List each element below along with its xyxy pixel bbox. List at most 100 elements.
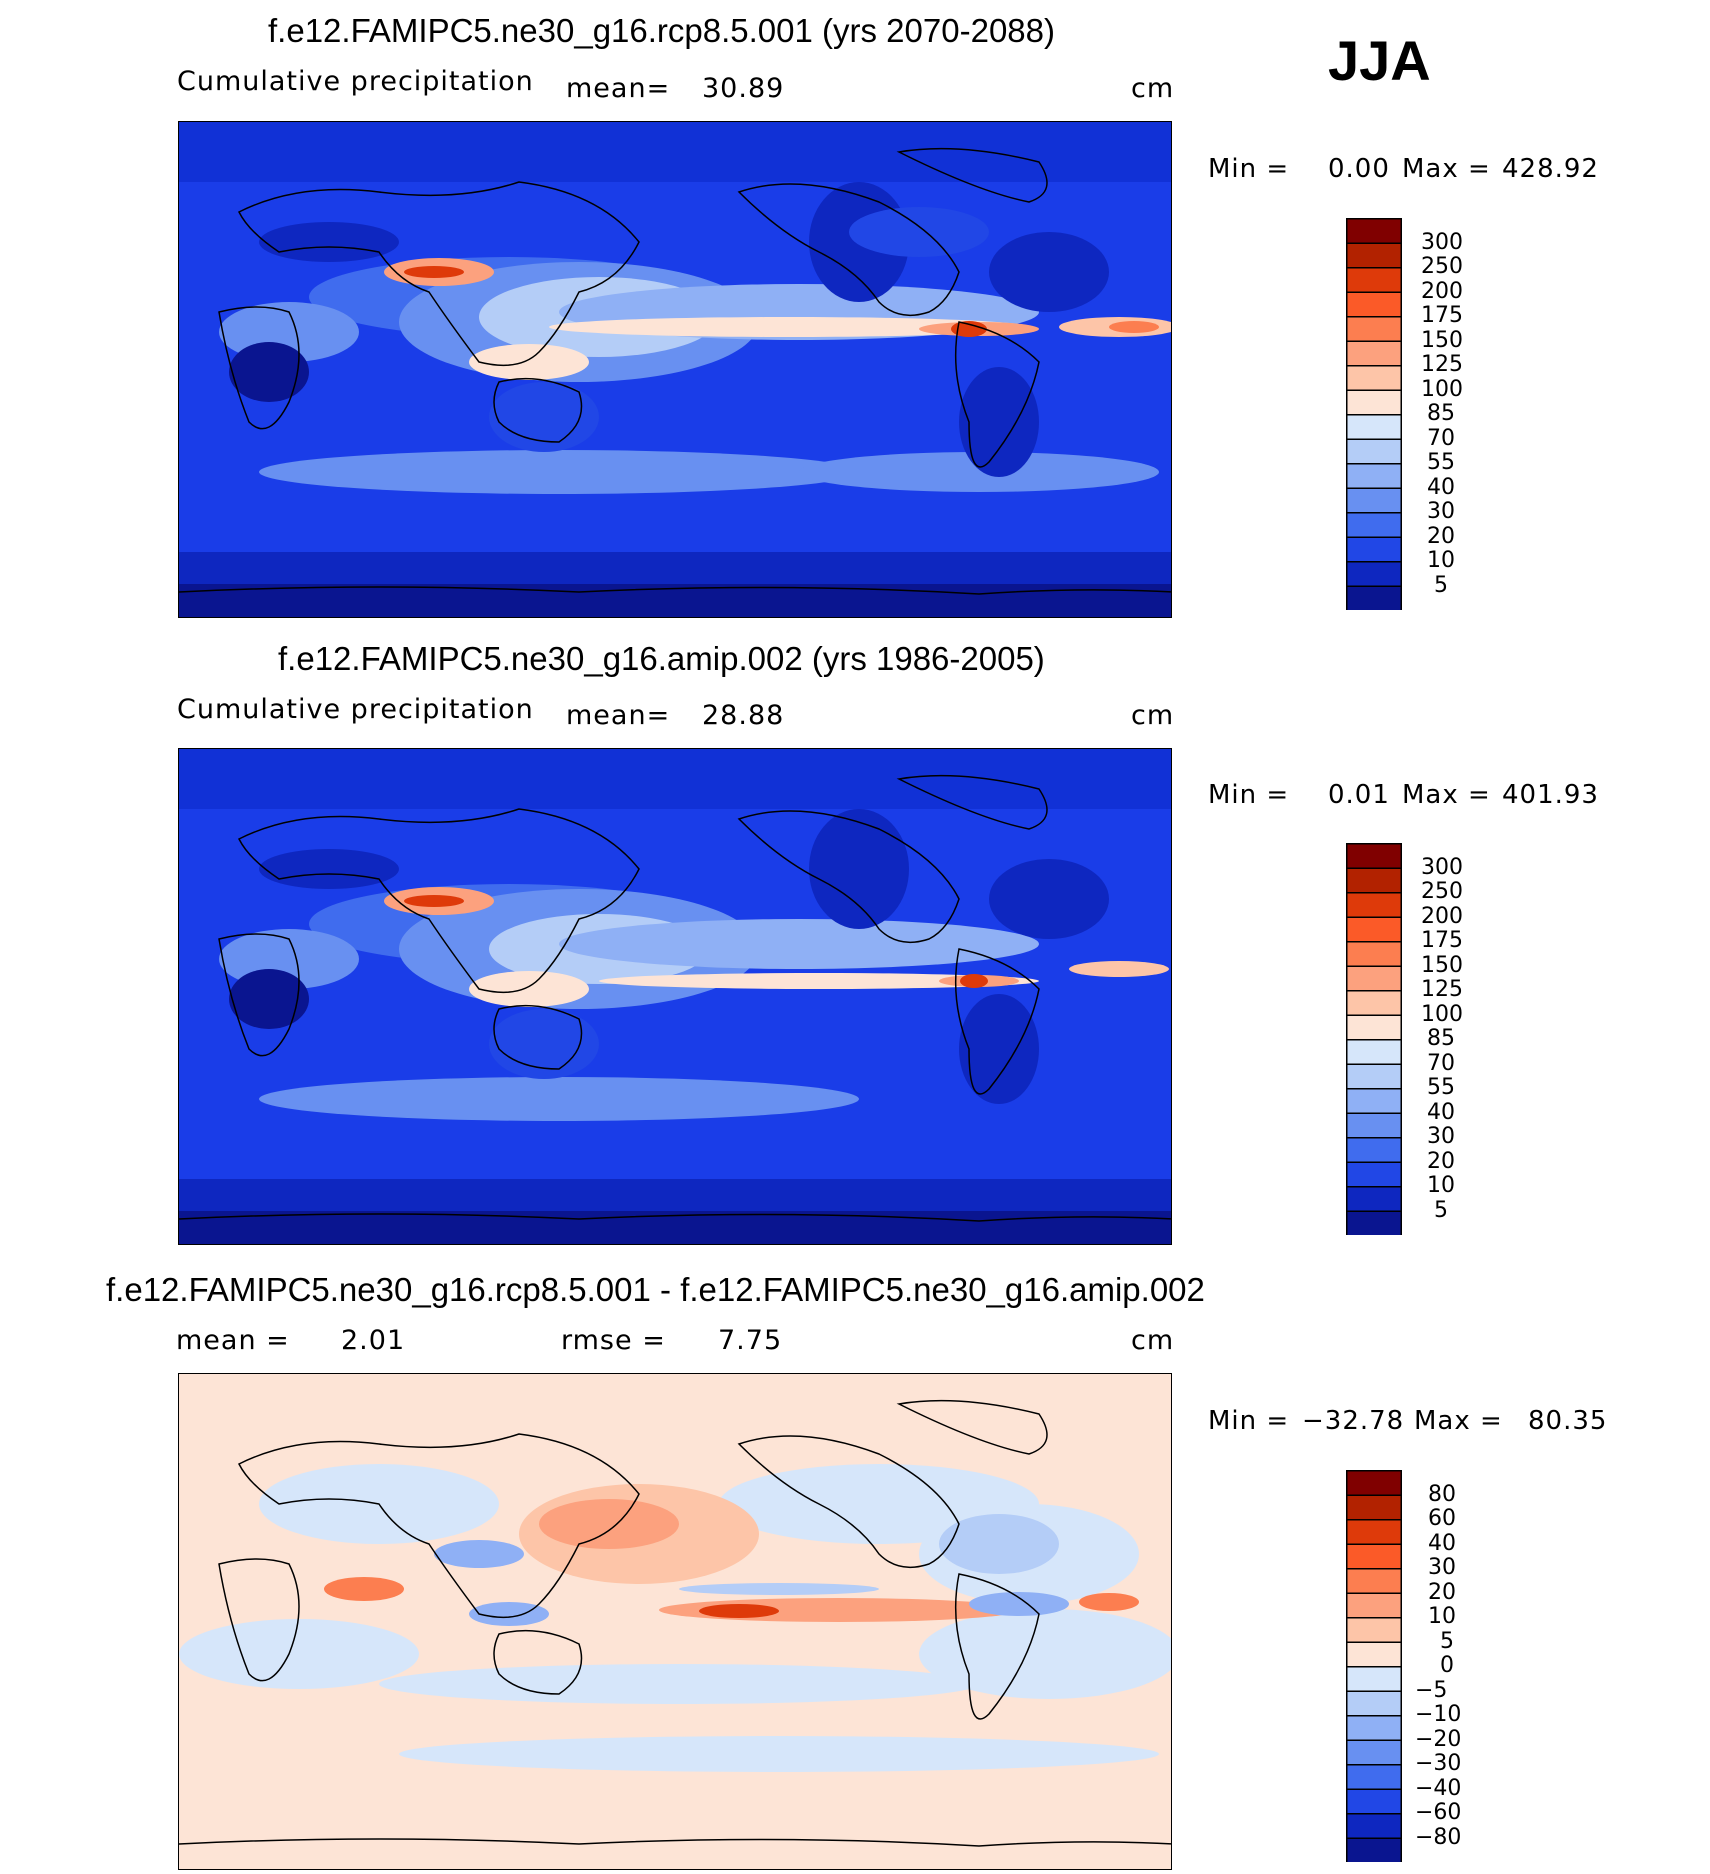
colorbar-swatch	[1346, 1715, 1402, 1741]
colorbar-tick-label: −60	[1415, 1800, 1462, 1825]
colorbar-tick-label: 250	[1421, 254, 1463, 279]
colorbar-swatch	[1346, 487, 1402, 514]
colorbar-swatch	[1346, 1641, 1402, 1668]
colorbar-swatch	[1346, 867, 1402, 894]
colorbar-tick-label: 175	[1421, 928, 1463, 953]
colorbar-tick-label: 30	[1428, 1555, 1456, 1580]
panel-1-colorbar	[1346, 218, 1402, 610]
colorbar-tick-label: −5	[1415, 1677, 1448, 1703]
panel-2-variable: Cumulative precipitation	[177, 694, 534, 725]
panel-1-title: f.e12.FAMIPC5.ne30_g16.rcp8.5.001 (yrs 2…	[268, 12, 1055, 49]
colorbar-swatch	[1346, 512, 1402, 538]
colorbar-swatch	[1346, 1813, 1402, 1839]
colorbar-swatch	[1346, 941, 1402, 967]
colorbar-swatch	[1346, 267, 1402, 293]
colorbar-tick-label: 10	[1428, 1604, 1456, 1629]
colorbar-swatch	[1346, 1186, 1402, 1212]
colorbar-tick-label: 40	[1428, 1530, 1456, 1556]
colorbar-swatches	[1346, 218, 1402, 610]
panel-3-title: f.e12.FAMIPC5.ne30_g16.rcp8.5.001 - f.e1…	[106, 1271, 1205, 1308]
colorbar-tick-label: 70	[1427, 1050, 1455, 1076]
colorbar-tick-label: 70	[1427, 425, 1455, 451]
colorbar-tick-label: 100	[1421, 1001, 1463, 1027]
colorbar-swatch	[1346, 1739, 1402, 1766]
colorbar-swatch	[1346, 1837, 1402, 1862]
colorbar-tick-label: 175	[1421, 303, 1463, 328]
colorbar-swatch	[1346, 1137, 1402, 1163]
colorbar-swatch	[1346, 1063, 1402, 1090]
panel-3-min-value: −32.78	[1302, 1406, 1405, 1436]
panel-3-rmse-value: 7.75	[718, 1325, 783, 1356]
colorbar-swatches	[1346, 843, 1402, 1235]
panel-3-rmse-label: rmse =	[561, 1325, 666, 1356]
colorbar-tick-label: 150	[1421, 327, 1463, 353]
colorbar-swatch	[1346, 389, 1402, 416]
panel-1-mean-value: 30.89	[702, 73, 785, 104]
colorbar-swatch	[1346, 1690, 1402, 1717]
panel-3-colorbar	[1346, 1470, 1402, 1862]
panel-2-colorbar	[1346, 843, 1402, 1235]
colorbar-swatch	[1346, 1039, 1402, 1065]
panel-2-units: cm	[1131, 700, 1175, 731]
colorbar-swatch	[1346, 463, 1402, 489]
panel-1-precip-field	[179, 122, 1171, 617]
panel-3-max-value: 80.35	[1528, 1406, 1608, 1436]
colorbar-swatch	[1346, 1788, 1402, 1815]
colorbar-tick-label: 10	[1427, 1173, 1455, 1198]
colorbar-tick-label: −10	[1415, 1702, 1462, 1727]
colorbar-tick-label: −40	[1415, 1775, 1462, 1801]
colorbar-swatch	[1346, 438, 1402, 465]
colorbar-tick-label: 250	[1421, 879, 1463, 904]
colorbar-swatch	[1346, 1666, 1402, 1692]
panel-1-variable: Cumulative precipitation	[177, 66, 534, 97]
colorbar-tick-label: 85	[1427, 401, 1455, 426]
panel-1-max-label: Max =	[1402, 154, 1491, 184]
colorbar-tick-label: 100	[1421, 376, 1463, 402]
colorbar-tick-label: 200	[1421, 278, 1463, 304]
colorbar-swatch	[1346, 1617, 1402, 1643]
panel-2-max-label: Max =	[1402, 780, 1491, 810]
colorbar-swatch	[1346, 1088, 1402, 1114]
colorbar-tick-label: 40	[1427, 474, 1455, 500]
colorbar-swatch	[1346, 316, 1402, 342]
panel-1-min-label: Min =	[1208, 154, 1290, 184]
colorbar-swatch	[1346, 1568, 1402, 1594]
colorbar-swatch	[1346, 1764, 1402, 1790]
panel-3-mean-label: mean =	[176, 1325, 290, 1356]
colorbar-swatch	[1346, 1014, 1402, 1041]
colorbar-tick-label: 5	[1434, 572, 1448, 598]
colorbar-tick-label: 60	[1428, 1506, 1456, 1531]
colorbar-swatch	[1346, 340, 1402, 367]
panel-2-mean-value: 28.88	[702, 700, 785, 731]
panel-2-map	[178, 748, 1172, 1245]
colorbar-tick-label: 10	[1427, 548, 1455, 573]
colorbar-swatch	[1346, 1112, 1402, 1139]
colorbar-swatch	[1346, 1210, 1402, 1235]
panel-2-min-value: 0.01	[1328, 780, 1390, 810]
colorbar-tick-label: 150	[1421, 952, 1463, 978]
colorbar-tick-label: 20	[1427, 1148, 1455, 1174]
colorbar-swatches	[1346, 1470, 1402, 1862]
colorbar-tick-label: 5	[1434, 1197, 1448, 1223]
colorbar-tick-label: 55	[1427, 1075, 1455, 1100]
colorbar-tick-label: 55	[1427, 450, 1455, 475]
colorbar-swatch	[1346, 892, 1402, 918]
colorbar-tick-label: 40	[1427, 1099, 1455, 1125]
panel-1-max-value: 428.92	[1502, 154, 1599, 184]
panel-1-min-value: 0.00	[1328, 154, 1390, 184]
colorbar-tick-label: 30	[1427, 499, 1455, 524]
panel-3-min-label: Min =	[1208, 1406, 1290, 1436]
colorbar-tick-label: 125	[1421, 977, 1463, 1002]
colorbar-tick-label: 200	[1421, 903, 1463, 929]
colorbar-swatch	[1346, 843, 1402, 869]
panel-3-units: cm	[1131, 1325, 1175, 1356]
panel-1-map	[178, 121, 1172, 618]
colorbar-swatch	[1346, 218, 1402, 244]
panel-3-map	[178, 1373, 1172, 1870]
colorbar-tick-label: 20	[1427, 523, 1455, 549]
colorbar-swatch	[1346, 242, 1402, 269]
colorbar-swatch	[1346, 1161, 1402, 1188]
colorbar-swatch	[1346, 536, 1402, 563]
panel-1-mean-label: mean=	[566, 73, 671, 104]
colorbar-swatch	[1346, 1543, 1402, 1570]
